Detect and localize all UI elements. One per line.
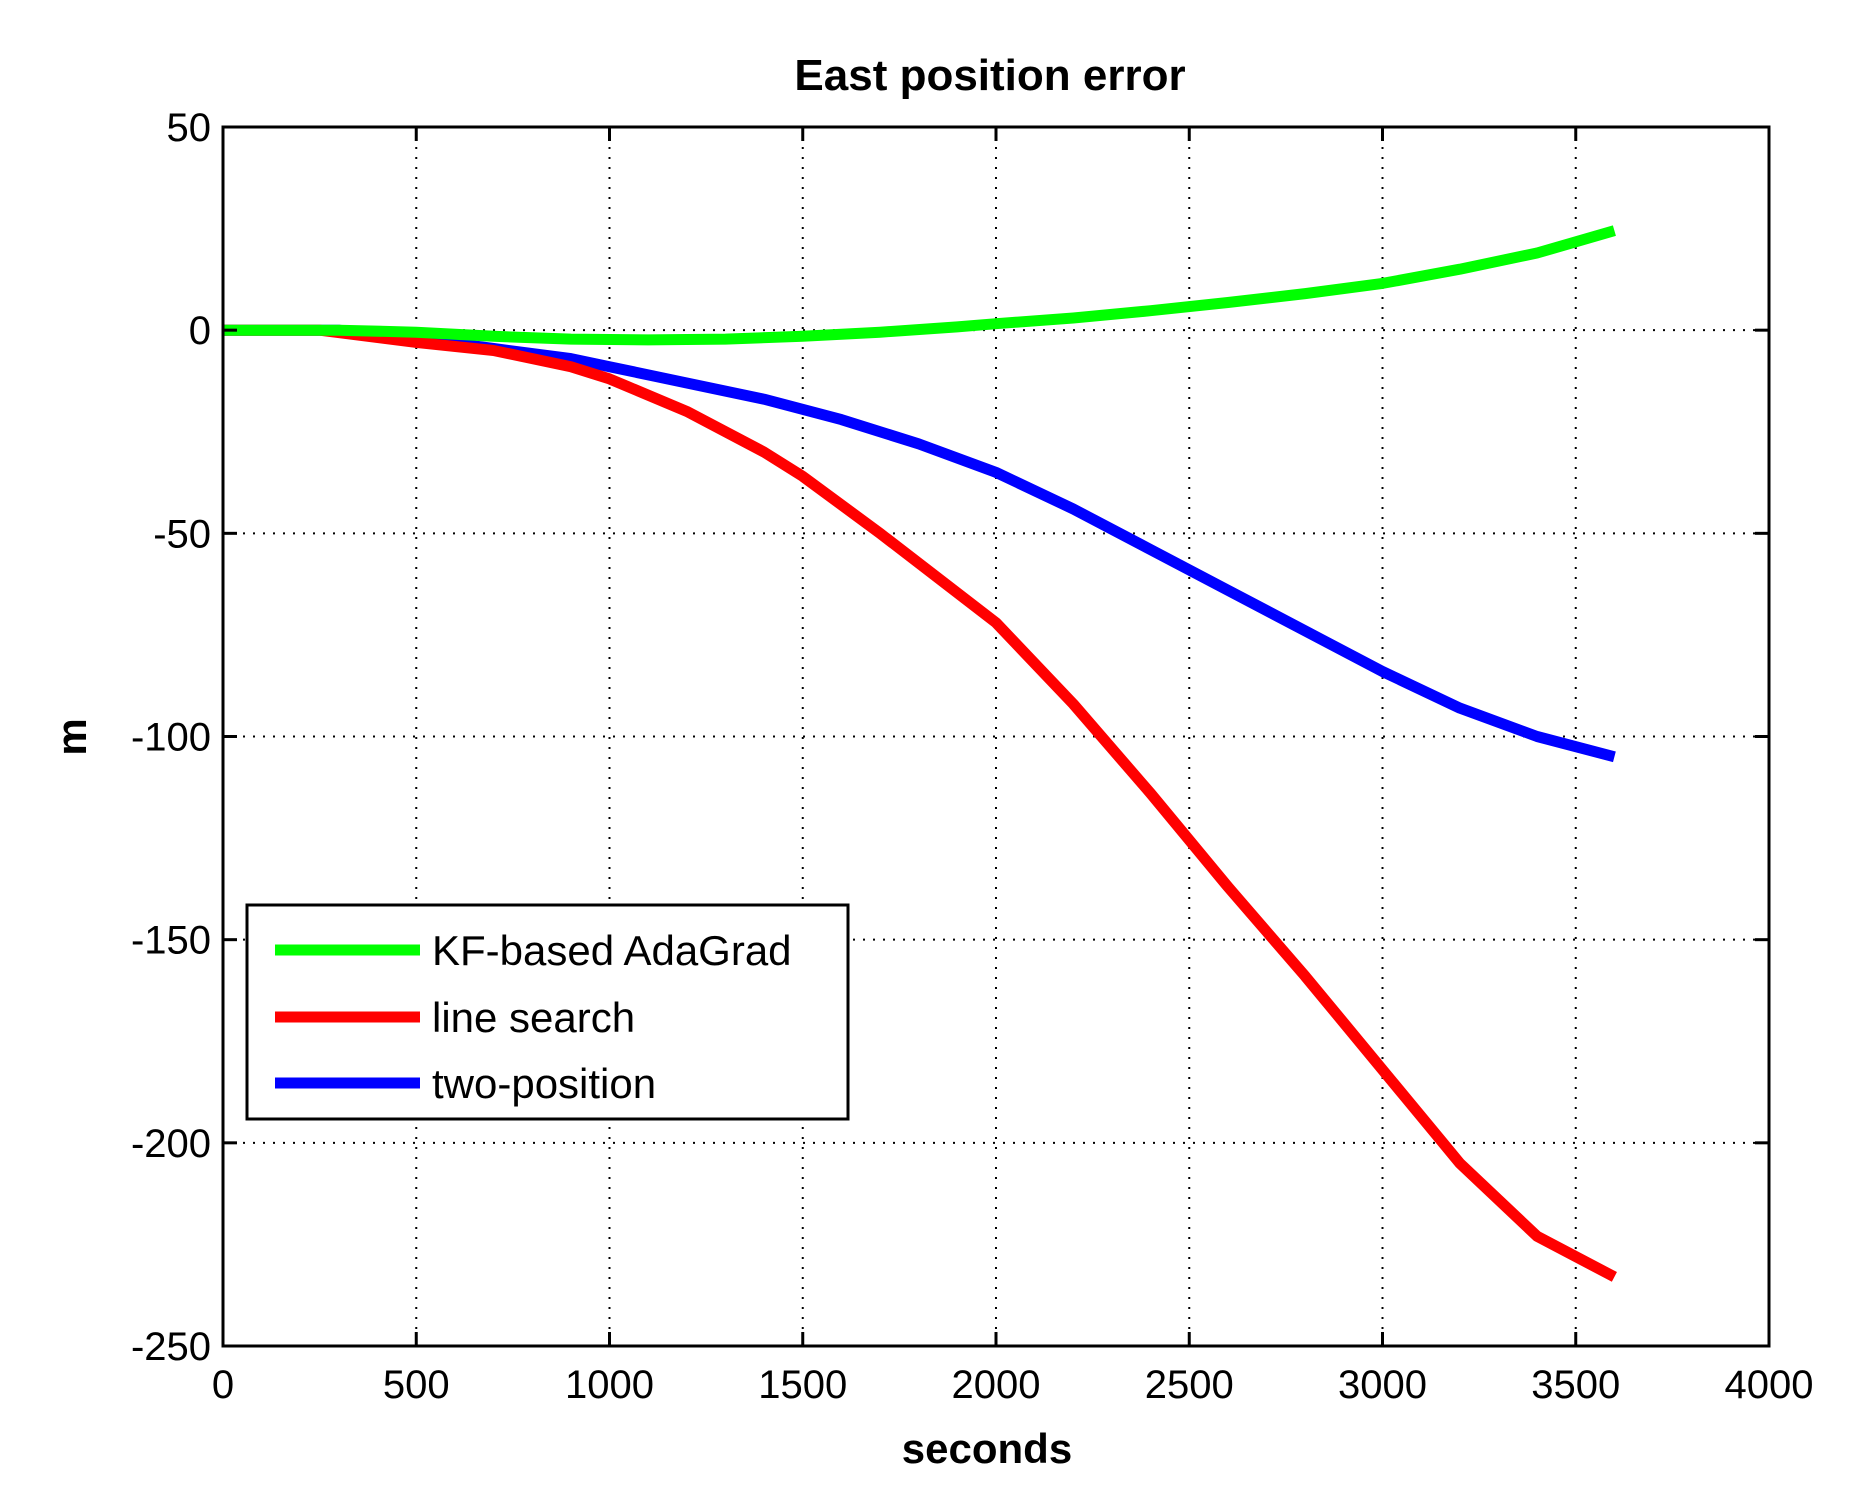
- series-line-two-position: [223, 324, 1616, 763]
- x-tick-labels: 0 500 1000 1500 2000 2500 3000 3500 4000: [212, 1363, 1814, 1407]
- x-tick-label: 1500: [758, 1363, 847, 1407]
- y-tick-label: 0: [189, 309, 211, 353]
- x-tick-label: 2000: [952, 1363, 1041, 1407]
- y-axis-label: m: [48, 718, 95, 755]
- y-tick-label: -150: [131, 919, 211, 963]
- tick-marks: [221, 125, 1771, 1348]
- legend-label-line-search: line search: [432, 994, 635, 1041]
- y-tick-labels: 50 0 -50 -100 -150 -200 -250: [131, 106, 211, 1369]
- series-group: [223, 225, 1617, 1282]
- legend: KF-based AdaGrad line search two-position: [245, 903, 850, 1121]
- x-tick-label: 3000: [1338, 1363, 1427, 1407]
- y-tick-label: -250: [131, 1325, 211, 1369]
- legend-label-kf-based-adagrad: KF-based AdaGrad: [432, 927, 792, 974]
- legend-label-two-position: two-position: [432, 1060, 656, 1107]
- y-tick-label: -200: [131, 1122, 211, 1166]
- series-line-line-search: [223, 324, 1617, 1282]
- y-tick-label: 50: [167, 106, 212, 150]
- chart-title: East position error: [794, 51, 1185, 100]
- x-tick-label: 3500: [1531, 1363, 1620, 1407]
- y-tick-label: -50: [153, 512, 211, 556]
- x-tick-label: 500: [383, 1363, 450, 1407]
- x-axis-label: seconds: [902, 1425, 1072, 1472]
- y-tick-label: -100: [131, 716, 211, 760]
- x-tick-label: 2500: [1145, 1363, 1234, 1407]
- x-tick-label: 1000: [565, 1363, 654, 1407]
- x-tick-label: 4000: [1725, 1363, 1814, 1407]
- series-line-kf-based-adagrad: [223, 225, 1616, 346]
- x-tick-label: 0: [212, 1363, 234, 1407]
